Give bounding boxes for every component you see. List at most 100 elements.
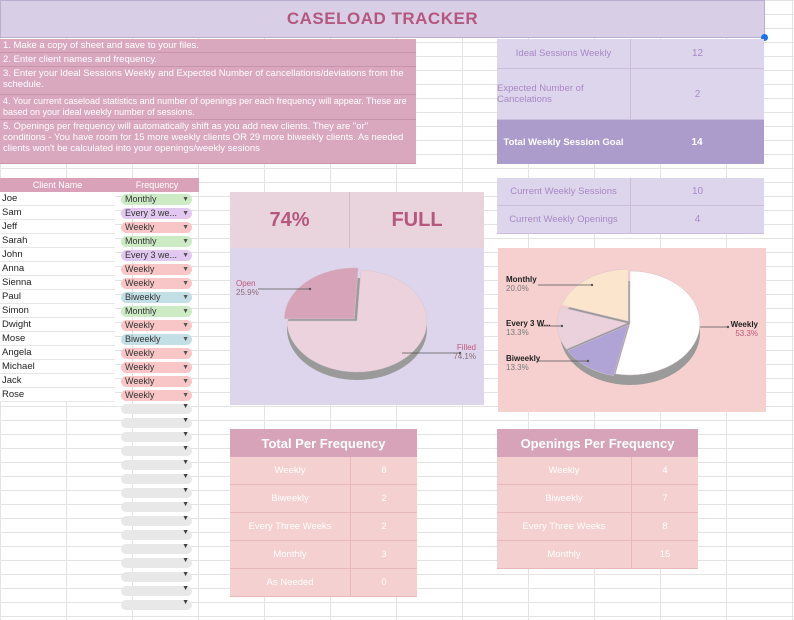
empty-frequency-dropdown[interactable]: ▼ bbox=[121, 445, 192, 456]
dropdown-arrow-icon[interactable]: ▼ bbox=[182, 445, 189, 452]
frequency-dropdown[interactable]: Weekly ▼ bbox=[121, 263, 192, 275]
dropdown-arrow-icon[interactable]: ▼ bbox=[182, 585, 189, 592]
empty-frequency-dropdown[interactable]: ▼ bbox=[121, 501, 192, 512]
frequency-dropdown[interactable]: Monthly ▼ bbox=[121, 193, 192, 205]
pie-slice-every-3-w-[interactable] bbox=[567, 324, 629, 376]
pie-slice-weekly[interactable] bbox=[615, 270, 701, 376]
dropdown-arrow-icon[interactable]: ▼ bbox=[182, 557, 189, 564]
empty-frequency-dropdown[interactable]: ▼ bbox=[121, 543, 192, 554]
capacity-status: FULL bbox=[350, 192, 484, 248]
dropdown-arrow-icon[interactable]: ▼ bbox=[182, 237, 189, 245]
pie-slice-open[interactable] bbox=[284, 267, 359, 320]
client-name-cell[interactable]: Joe bbox=[0, 192, 115, 206]
client-name-cell[interactable]: Dwight bbox=[0, 318, 115, 332]
frequency-dropdown[interactable]: Weekly ▼ bbox=[121, 389, 192, 401]
empty-frequency-dropdown[interactable]: ▼ bbox=[121, 417, 192, 428]
frequency-pie-chart[interactable]: Weekly 53.3% Every 3 W... 13.3% Biweekly 13.3… bbox=[498, 248, 766, 412]
dropdown-arrow-icon[interactable]: ▼ bbox=[182, 223, 189, 231]
frequency-dropdown[interactable]: Every 3 we... ▼ bbox=[121, 249, 192, 261]
dropdown-arrow-icon[interactable]: ▼ bbox=[182, 293, 189, 301]
dropdown-arrow-icon[interactable]: ▼ bbox=[182, 487, 189, 494]
client-name-cell[interactable]: Anna bbox=[0, 262, 115, 276]
frequency-dropdown[interactable]: Weekly ▼ bbox=[121, 361, 192, 373]
empty-frequency-dropdown[interactable]: ▼ bbox=[121, 487, 192, 498]
totals-label: As Needed bbox=[230, 569, 350, 597]
dropdown-arrow-icon[interactable]: ▼ bbox=[182, 459, 189, 466]
dropdown-arrow-icon[interactable]: ▼ bbox=[182, 279, 189, 287]
frequency-value: Monthly bbox=[125, 193, 157, 204]
frequency-dropdown[interactable]: Biweekly ▼ bbox=[121, 333, 192, 345]
empty-frequency-dropdown[interactable]: ▼ bbox=[121, 557, 192, 568]
frequency-dropdown[interactable]: Monthly ▼ bbox=[121, 235, 192, 247]
pie-label: Filled bbox=[457, 343, 476, 352]
empty-frequency-dropdown[interactable]: ▼ bbox=[121, 431, 192, 442]
client-name-cell[interactable]: Jack bbox=[0, 374, 115, 388]
empty-frequency-dropdown[interactable]: ▼ bbox=[121, 599, 192, 610]
frequency-dropdown[interactable]: Monthly ▼ bbox=[121, 305, 192, 317]
frequency-dropdown[interactable]: Weekly ▼ bbox=[121, 347, 192, 359]
frequency-dropdown[interactable]: Every 3 we... ▼ bbox=[121, 207, 192, 219]
leader-dot bbox=[560, 324, 564, 328]
dropdown-arrow-icon[interactable]: ▼ bbox=[182, 321, 189, 329]
dropdown-arrow-icon[interactable]: ▼ bbox=[182, 195, 189, 203]
client-name-cell[interactable]: Rose bbox=[0, 388, 115, 402]
empty-frequency-dropdown[interactable]: ▼ bbox=[121, 403, 192, 414]
client-name-cell[interactable]: Sienna bbox=[0, 276, 115, 290]
dropdown-arrow-icon[interactable]: ▼ bbox=[182, 391, 189, 399]
empty-frequency-dropdown[interactable]: ▼ bbox=[121, 585, 192, 596]
cancelations-value[interactable]: 2 bbox=[630, 69, 764, 120]
pie-slice-filled[interactable] bbox=[286, 269, 428, 373]
pie-value-label: 13.3% bbox=[506, 328, 529, 337]
leader-dot bbox=[308, 287, 312, 291]
dropdown-arrow-icon[interactable]: ▼ bbox=[182, 251, 189, 259]
client-name-cell[interactable]: Jeff bbox=[0, 220, 115, 234]
dropdown-arrow-icon[interactable]: ▼ bbox=[182, 571, 189, 578]
instruction-4: 4. Your current caseload statistics and … bbox=[0, 95, 416, 120]
ideal-sessions-value[interactable]: 12 bbox=[630, 39, 764, 69]
dropdown-arrow-icon[interactable]: ▼ bbox=[182, 543, 189, 550]
totals-value: 0 bbox=[350, 569, 417, 597]
dropdown-arrow-icon[interactable]: ▼ bbox=[182, 417, 189, 424]
client-name-cell[interactable]: Michael bbox=[0, 360, 115, 374]
empty-frequency-dropdown[interactable]: ▼ bbox=[121, 529, 192, 540]
empty-frequency-dropdown[interactable]: ▼ bbox=[121, 459, 192, 470]
empty-frequency-dropdown[interactable]: ▼ bbox=[121, 571, 192, 582]
dropdown-arrow-icon[interactable]: ▼ bbox=[182, 515, 189, 522]
dropdown-arrow-icon[interactable]: ▼ bbox=[182, 403, 189, 410]
dropdown-arrow-icon[interactable]: ▼ bbox=[182, 209, 189, 217]
capacity-pie-chart[interactable]: Open 25.9% Filled 74.1% bbox=[230, 248, 484, 405]
client-name-cell[interactable]: Sam bbox=[0, 206, 115, 220]
frequency-dropdown[interactable]: Weekly ▼ bbox=[121, 319, 192, 331]
client-name-cell[interactable]: Simon bbox=[0, 304, 115, 318]
dropdown-arrow-icon[interactable]: ▼ bbox=[182, 599, 189, 606]
frequency-dropdown[interactable]: Weekly ▼ bbox=[121, 221, 192, 233]
dropdown-arrow-icon[interactable]: ▼ bbox=[182, 431, 189, 438]
frequency-dropdown[interactable]: Weekly ▼ bbox=[121, 277, 192, 289]
selection-handle[interactable] bbox=[761, 34, 768, 41]
client-name-cell[interactable]: John bbox=[0, 248, 115, 262]
client-name-cell[interactable]: Sarah bbox=[0, 234, 115, 248]
pie-slice-biweekly[interactable] bbox=[556, 306, 628, 350]
client-name-cell[interactable]: Mose bbox=[0, 332, 115, 346]
empty-frequency-dropdown[interactable]: ▼ bbox=[121, 515, 192, 526]
dropdown-arrow-icon[interactable]: ▼ bbox=[182, 377, 189, 385]
dropdown-arrow-icon[interactable]: ▼ bbox=[182, 265, 189, 273]
pie-value-label: 13.3% bbox=[506, 363, 529, 372]
pie-slice-monthly[interactable] bbox=[561, 268, 629, 322]
dropdown-arrow-icon[interactable]: ▼ bbox=[182, 307, 189, 315]
dropdown-arrow-icon[interactable]: ▼ bbox=[182, 363, 189, 371]
frequency-dropdown[interactable]: Weekly ▼ bbox=[121, 375, 192, 387]
dropdown-arrow-icon[interactable]: ▼ bbox=[182, 349, 189, 357]
dropdown-arrow-icon[interactable]: ▼ bbox=[182, 529, 189, 536]
dropdown-arrow-icon[interactable]: ▼ bbox=[182, 335, 189, 343]
frequency-dropdown[interactable]: Biweekly ▼ bbox=[121, 291, 192, 303]
client-name-cell[interactable]: Paul bbox=[0, 290, 115, 304]
frequency-value: Biweekly bbox=[125, 333, 161, 344]
client-name-header: Client Name bbox=[0, 178, 115, 192]
dropdown-arrow-icon[interactable]: ▼ bbox=[182, 473, 189, 480]
dropdown-arrow-icon[interactable]: ▼ bbox=[182, 501, 189, 508]
client-name-cell[interactable]: Angela bbox=[0, 346, 115, 360]
empty-frequency-dropdown[interactable]: ▼ bbox=[121, 473, 192, 484]
